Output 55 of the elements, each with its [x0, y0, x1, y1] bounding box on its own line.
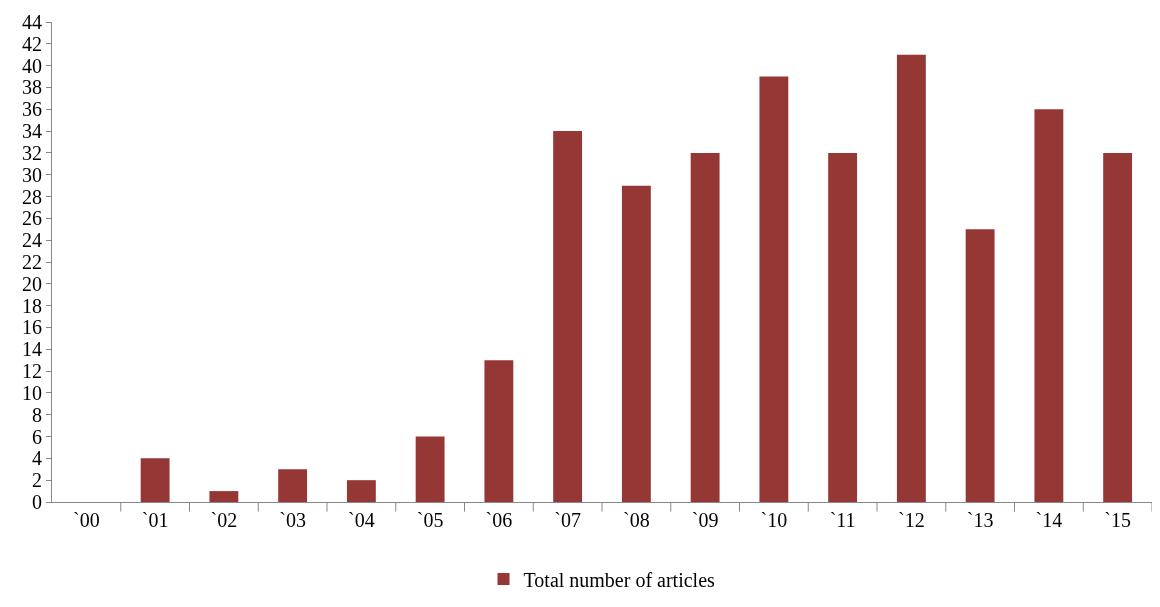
bar	[553, 131, 583, 502]
y-tick-label: 34	[22, 120, 42, 143]
x-tick-label: `05	[416, 509, 444, 531]
y-tick-label: 4	[32, 447, 42, 470]
y-tick-label: 30	[22, 163, 42, 186]
bar	[140, 458, 170, 502]
x-tick-label: `03	[279, 509, 306, 531]
y-tick-label: 36	[22, 98, 42, 121]
legend-label: Total number of articles	[523, 568, 716, 591]
y-tick-label: 0	[32, 491, 42, 513]
y-tick-label: 24	[22, 229, 42, 252]
x-tick-label: `13	[966, 509, 994, 531]
y-tick-label: 22	[22, 251, 42, 273]
x-tick-label: `11	[829, 509, 856, 531]
y-tick-label: 20	[22, 272, 42, 295]
bar	[278, 469, 308, 502]
x-tick-label: `06	[485, 509, 513, 531]
y-tick-label: 26	[22, 207, 42, 230]
y-tick-label: 10	[22, 381, 42, 404]
x-tick-label: `08	[623, 509, 650, 531]
y-tick-label: 6	[32, 425, 42, 448]
y-tick-label: 2	[32, 469, 42, 492]
bar	[965, 229, 995, 502]
y-tick-label: 40	[22, 54, 42, 77]
y-tick-label: 42	[22, 32, 42, 55]
y-tick-label: 14	[22, 338, 42, 361]
bar	[621, 185, 651, 502]
bar	[759, 76, 789, 502]
bar	[828, 152, 858, 502]
bar	[209, 491, 239, 502]
y-tick-label: 12	[22, 360, 42, 383]
x-tick-label: `02	[210, 509, 238, 531]
x-tick-label: `15	[1104, 509, 1131, 531]
x-tick-label: `04	[348, 509, 375, 531]
y-tick-label: 16	[22, 316, 42, 339]
bar	[1103, 152, 1133, 502]
x-tick-label: `12	[898, 509, 925, 531]
y-tick-label: 18	[22, 294, 42, 317]
bar	[484, 360, 514, 502]
y-tick-label: 32	[22, 141, 42, 164]
y-tick-label: 44	[22, 11, 42, 33]
y-tick-label: 38	[22, 76, 42, 99]
x-tick-label: `07	[554, 509, 581, 531]
x-tick-label: `10	[760, 509, 788, 531]
x-tick-label: `09	[691, 509, 719, 531]
bar	[346, 480, 376, 502]
x-tick-label: `14	[1035, 509, 1063, 531]
bar	[415, 436, 445, 502]
bar	[690, 152, 720, 502]
x-tick-label: `00	[73, 509, 100, 531]
x-tick-label: `01	[141, 509, 169, 531]
y-tick-label: 28	[22, 185, 42, 208]
y-tick-label: 8	[32, 403, 42, 426]
bar	[896, 54, 926, 502]
bar	[1034, 109, 1064, 502]
